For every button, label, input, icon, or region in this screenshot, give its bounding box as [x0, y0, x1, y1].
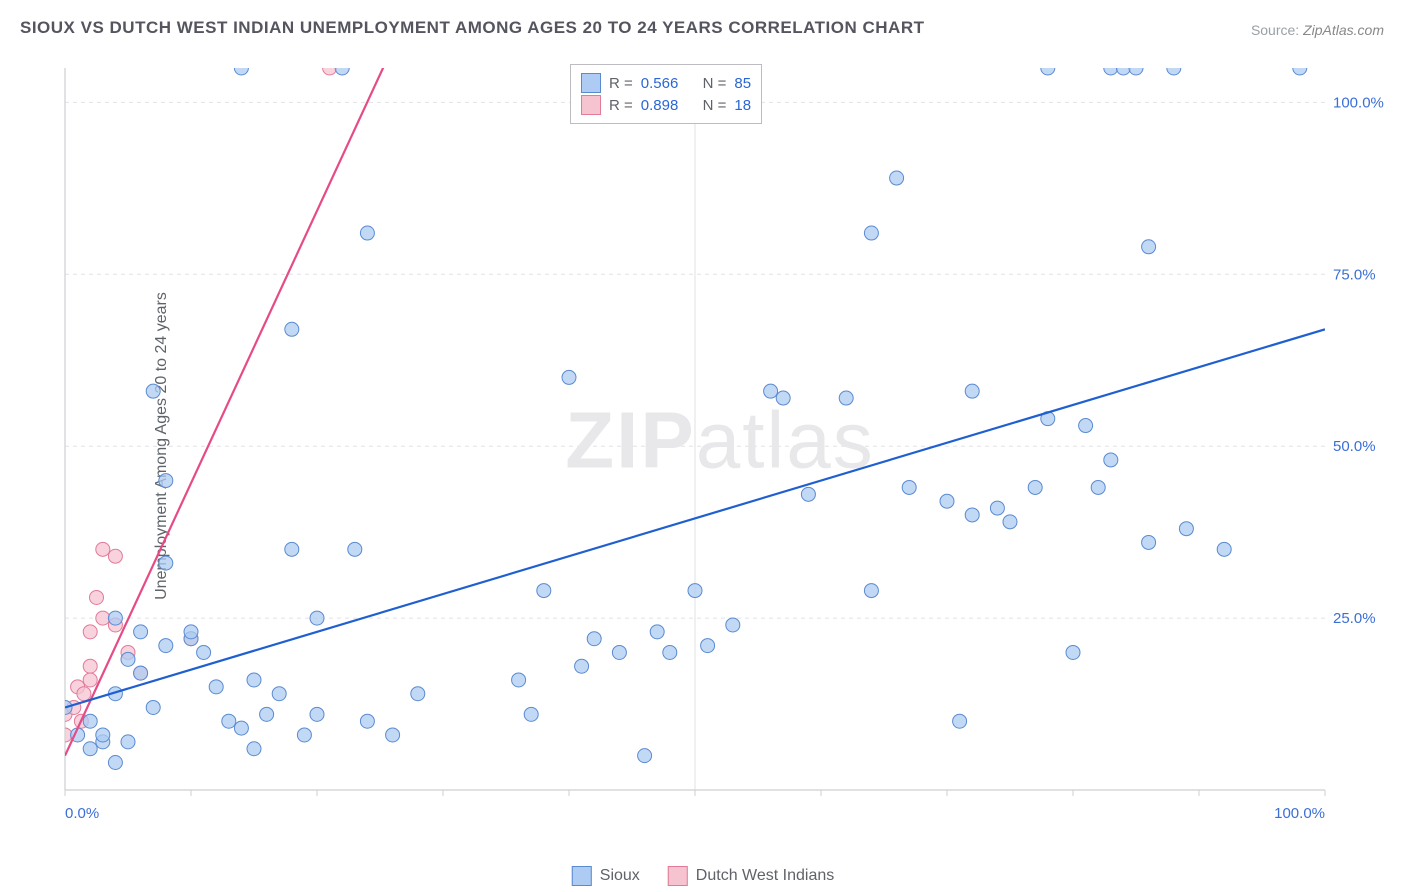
legend-label-sioux: Sioux	[600, 867, 640, 885]
series-legend: Sioux Dutch West Indians	[572, 866, 834, 886]
r-value-dutch: 0.898	[641, 97, 679, 114]
r-value-sioux: 0.566	[641, 75, 679, 92]
n-label: N =	[703, 75, 727, 92]
source-name: ZipAtlas.com	[1303, 22, 1384, 38]
chart-title: SIOUX VS DUTCH WEST INDIAN UNEMPLOYMENT …	[20, 18, 924, 38]
n-value-sioux: 85	[734, 75, 751, 92]
svg-text:100.0%: 100.0%	[1274, 805, 1325, 822]
legend-swatch-dutch	[668, 866, 688, 886]
source-attribution: Source: ZipAtlas.com	[1251, 22, 1384, 38]
r-label: R =	[609, 75, 633, 92]
legend-swatch-sioux	[572, 866, 592, 886]
r-label: R =	[609, 97, 633, 114]
scatter-plot-svg: 25.0% 50.0% 75.0% 100.0% 0.0% 100.0%	[55, 60, 1385, 830]
source-prefix: Source:	[1251, 22, 1303, 38]
legend-item-dutch: Dutch West Indians	[668, 866, 834, 886]
svg-text:100.0%: 100.0%	[1333, 94, 1384, 111]
svg-text:25.0%: 25.0%	[1333, 610, 1376, 627]
svg-text:75.0%: 75.0%	[1333, 266, 1376, 283]
svg-text:50.0%: 50.0%	[1333, 438, 1376, 455]
swatch-dutch	[581, 95, 601, 115]
n-value-dutch: 18	[734, 97, 751, 114]
svg-text:0.0%: 0.0%	[65, 805, 99, 822]
stats-legend: R = 0.566 N = 85 R = 0.898 N = 18	[570, 64, 762, 124]
stats-row-sioux: R = 0.566 N = 85	[581, 73, 751, 93]
chart-area: ZIPatlas 25.0%50.0%75.0%100.0%0.0%100.0%	[55, 60, 1385, 830]
legend-item-sioux: Sioux	[572, 866, 640, 886]
swatch-sioux	[581, 73, 601, 93]
n-label: N =	[703, 97, 727, 114]
legend-label-dutch: Dutch West Indians	[696, 867, 834, 885]
stats-row-dutch: R = 0.898 N = 18	[581, 95, 751, 115]
